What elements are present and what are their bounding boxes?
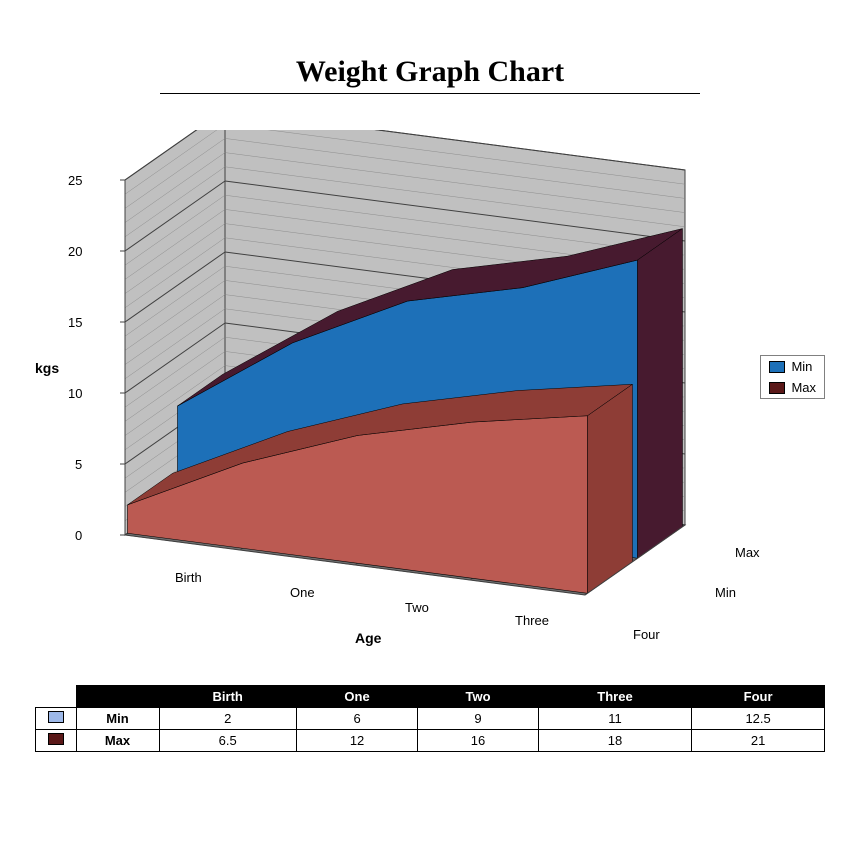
row-label: Max xyxy=(76,730,159,752)
table-header: Birth One Two Three Four xyxy=(36,686,825,708)
table-row: Birth One Two Three Four xyxy=(36,686,825,708)
cell: 12.5 xyxy=(692,708,825,730)
cell: 18 xyxy=(538,730,691,752)
cell: 16 xyxy=(418,730,539,752)
cell: 9 xyxy=(418,708,539,730)
y-tick: 25 xyxy=(68,173,82,188)
cell: 21 xyxy=(692,730,825,752)
legend-swatch-min xyxy=(769,361,785,373)
legend-swatch-max xyxy=(769,382,785,394)
weight-chart: kgs Age Min Max 0 5 10 15 20 25 Birth On… xyxy=(35,130,825,660)
table-row: Max 6.5 12 16 18 21 xyxy=(36,730,825,752)
row-swatch-cell xyxy=(36,708,77,730)
y-tick: 10 xyxy=(68,386,82,401)
y-tick: 0 xyxy=(75,528,82,543)
chart-canvas xyxy=(65,130,785,660)
x-axis-label: Age xyxy=(355,630,381,646)
col-header: Four xyxy=(692,686,825,708)
page: Weight Graph Chart kgs Age Min Max 0 5 1… xyxy=(0,0,860,844)
y-axis-label: kgs xyxy=(35,360,59,376)
col-header xyxy=(76,686,159,708)
col-header: Two xyxy=(418,686,539,708)
x-category: Birth xyxy=(175,570,202,585)
cell: 11 xyxy=(538,708,691,730)
col-header: One xyxy=(296,686,417,708)
table-row: Min 2 6 9 11 12.5 xyxy=(36,708,825,730)
row-swatch-min xyxy=(48,711,64,723)
cell: 12 xyxy=(296,730,417,752)
legend-item: Max xyxy=(761,377,824,398)
title-rule xyxy=(160,93,700,94)
legend-label: Min xyxy=(791,359,812,374)
legend-item: Min xyxy=(761,356,824,377)
legend: Min Max xyxy=(760,355,825,399)
y-tick: 20 xyxy=(68,244,82,259)
legend-label: Max xyxy=(791,380,816,395)
depth-label: Max xyxy=(735,545,760,560)
cell: 2 xyxy=(159,708,296,730)
x-category: Three xyxy=(515,613,549,628)
cell: 6.5 xyxy=(159,730,296,752)
depth-label: Min xyxy=(715,585,736,600)
data-table: Birth One Two Three Four Min 2 6 9 11 12… xyxy=(35,685,825,752)
data-table-wrap: Birth One Two Three Four Min 2 6 9 11 12… xyxy=(35,685,825,752)
row-swatch-cell xyxy=(36,730,77,752)
x-category: Two xyxy=(405,600,429,615)
col-header: Birth xyxy=(159,686,296,708)
row-label: Min xyxy=(76,708,159,730)
y-tick: 15 xyxy=(68,315,82,330)
title-block: Weight Graph Chart xyxy=(160,55,700,94)
col-header: Three xyxy=(538,686,691,708)
y-tick: 5 xyxy=(75,457,82,472)
page-title: Weight Graph Chart xyxy=(160,55,700,89)
cell: 6 xyxy=(296,708,417,730)
row-swatch-max xyxy=(48,733,64,745)
x-category: One xyxy=(290,585,315,600)
x-category: Four xyxy=(633,627,660,642)
